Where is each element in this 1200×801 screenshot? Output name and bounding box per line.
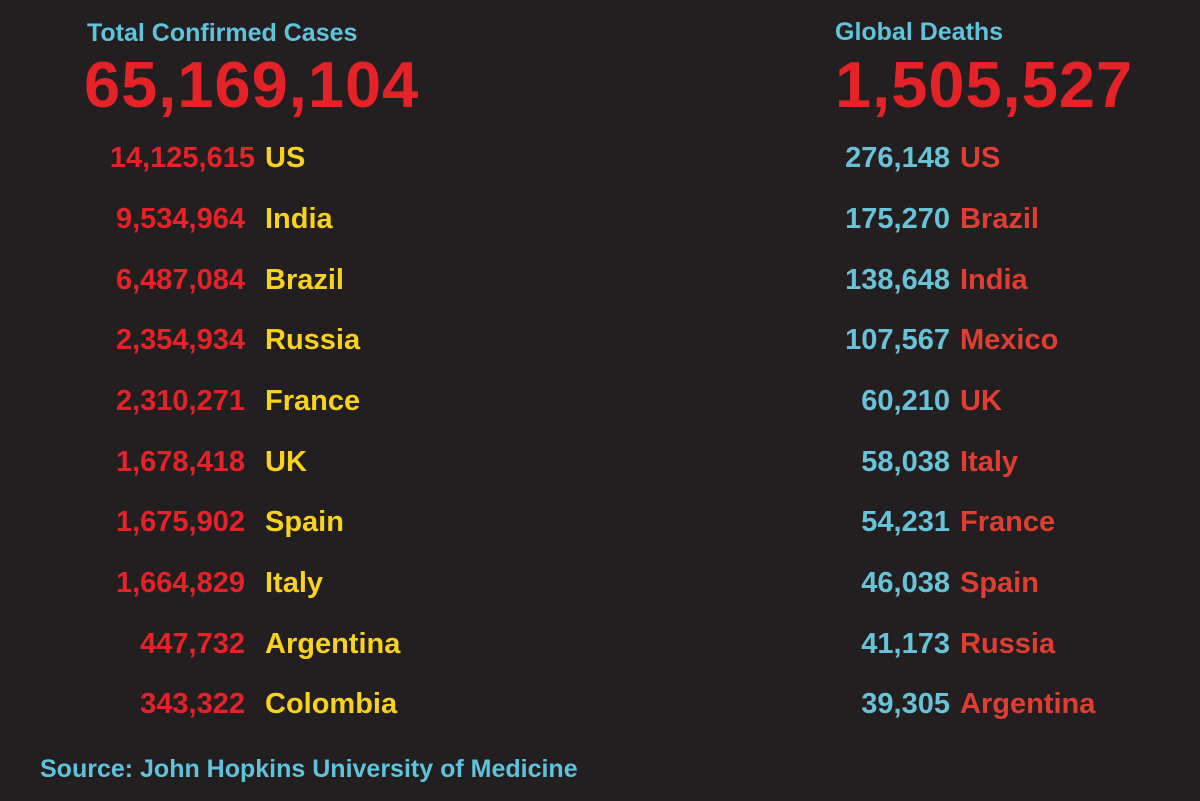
list-item: 6,487,084 Brazil bbox=[0, 260, 600, 300]
global-deaths-total: 1,505,527 bbox=[835, 48, 1134, 121]
country-name: US bbox=[960, 142, 1001, 174]
list-item: 1,675,902 Spain bbox=[0, 502, 600, 542]
case-count: 343,322 bbox=[140, 688, 245, 720]
country-name: France bbox=[960, 506, 1056, 538]
death-count: 107,567 bbox=[845, 324, 950, 356]
country-name: UK bbox=[265, 446, 307, 478]
list-item: 9,534,964 India bbox=[0, 199, 600, 239]
country-name: Russia bbox=[960, 628, 1056, 660]
list-item: 138,648 India bbox=[600, 260, 1200, 300]
death-count: 39,305 bbox=[861, 688, 950, 720]
global-deaths-heading: Global Deaths bbox=[835, 18, 1004, 46]
list-item: 58,038 Italy bbox=[600, 442, 1200, 482]
list-item: 276,148 US bbox=[600, 138, 1200, 178]
case-count: 1,675,902 bbox=[115, 506, 245, 538]
country-name: US bbox=[265, 142, 306, 174]
country-name: Brazil bbox=[960, 203, 1039, 235]
country-name: Brazil bbox=[265, 264, 344, 296]
list-item: 60,210 UK bbox=[600, 381, 1200, 421]
list-item: 1,678,418 UK bbox=[0, 442, 600, 482]
country-name: Spain bbox=[960, 567, 1039, 599]
death-count: 276,148 bbox=[845, 142, 950, 174]
case-count: 9,534,964 bbox=[115, 203, 245, 235]
list-item: 2,310,271 France bbox=[0, 381, 600, 421]
country-name: Italy bbox=[960, 446, 1019, 478]
death-count: 175,270 bbox=[845, 203, 950, 235]
list-item: 1,664,829 Italy bbox=[0, 563, 600, 603]
country-name: Mexico bbox=[960, 324, 1059, 356]
death-count: 58,038 bbox=[861, 446, 950, 478]
country-name: France bbox=[265, 385, 361, 417]
confirmed-cases-heading: Total Confirmed Cases bbox=[87, 19, 358, 47]
death-count: 41,173 bbox=[861, 628, 950, 660]
list-item: 39,305 Argentina bbox=[600, 684, 1200, 724]
country-name: Russia bbox=[265, 324, 361, 356]
list-item: 343,322 Colombia bbox=[0, 684, 600, 724]
case-count: 14,125,615 bbox=[109, 142, 255, 174]
list-item: 54,231 France bbox=[600, 502, 1200, 542]
list-item: 447,732 Argentina bbox=[0, 624, 600, 664]
list-item: 14,125,615 US bbox=[0, 138, 600, 178]
death-count: 60,210 bbox=[861, 385, 950, 417]
list-item: 107,567 Mexico bbox=[600, 320, 1200, 360]
case-count: 2,310,271 bbox=[115, 385, 245, 417]
case-count: 1,678,418 bbox=[115, 446, 245, 478]
country-name: Spain bbox=[265, 506, 344, 538]
case-count: 2,354,934 bbox=[115, 324, 245, 356]
country-name: India bbox=[265, 203, 333, 235]
country-name: India bbox=[960, 264, 1028, 296]
death-count: 54,231 bbox=[861, 506, 950, 538]
country-name: Italy bbox=[265, 567, 324, 599]
source-credit: Source: John Hopkins University of Medic… bbox=[40, 755, 578, 783]
list-item: 41,173 Russia bbox=[600, 624, 1200, 664]
case-count: 1,664,829 bbox=[115, 567, 245, 599]
list-item: 46,038 Spain bbox=[600, 563, 1200, 603]
list-item: 2,354,934 Russia bbox=[0, 320, 600, 360]
case-count: 447,732 bbox=[140, 628, 245, 660]
case-count: 6,487,084 bbox=[115, 264, 245, 296]
confirmed-cases-total: 65,169,104 bbox=[84, 48, 420, 121]
list-item: 175,270 Brazil bbox=[600, 199, 1200, 239]
country-name: Colombia bbox=[265, 688, 398, 720]
death-count: 46,038 bbox=[861, 567, 950, 599]
death-count: 138,648 bbox=[845, 264, 950, 296]
country-name: UK bbox=[960, 385, 1002, 417]
country-name: Argentina bbox=[960, 688, 1096, 720]
country-name: Argentina bbox=[265, 628, 401, 660]
